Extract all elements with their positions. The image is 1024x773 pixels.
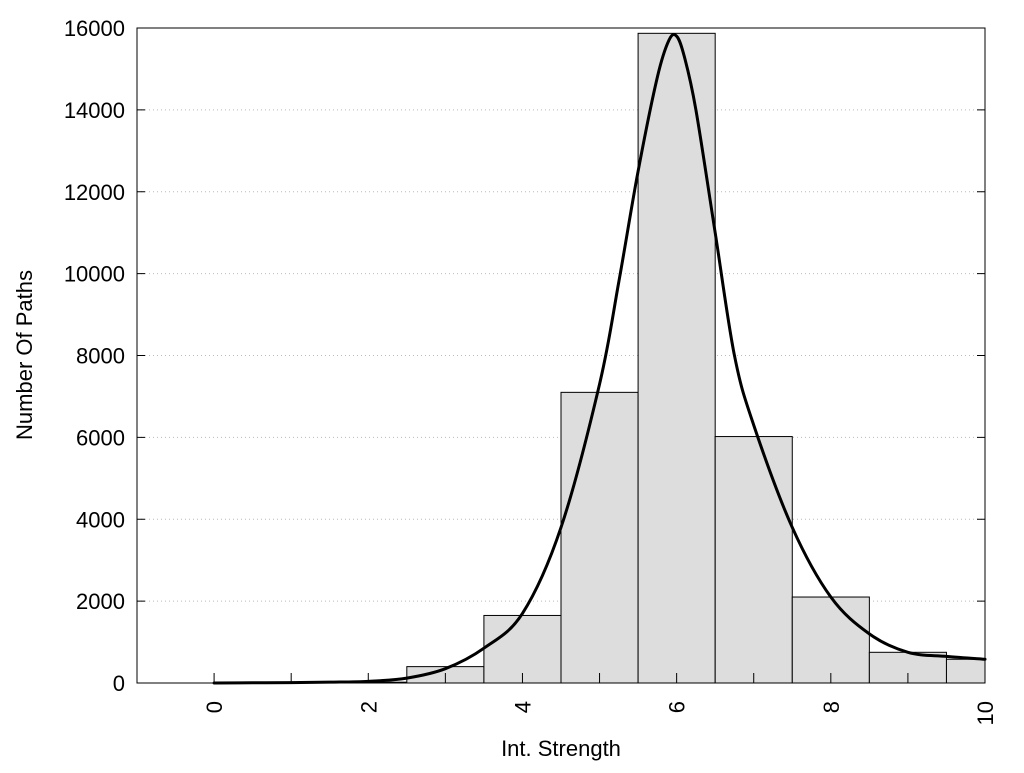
x-tick-labels: 0 2 4 6 8 10 [202,701,998,725]
x-tick-label: 6 [665,701,690,713]
y-tick-label: 16000 [64,16,125,41]
y-tick-label: 10000 [64,262,125,287]
histogram-bar [946,659,985,683]
x-axis-title: Int. Strength [501,736,621,761]
histogram-bar [715,437,792,683]
x-tick-label: 4 [510,701,535,713]
y-tick-label: 14000 [64,98,125,123]
x-tick-label: 0 [202,701,227,713]
histogram-bar [561,392,638,683]
histogram-bar [484,615,561,683]
x-tick-label: 10 [973,701,998,725]
histogram-bars [176,33,985,683]
y-tick-label: 8000 [76,344,125,369]
y-tick-label: 0 [113,671,125,696]
y-tick-labels: 0 2000 4000 6000 8000 10000 12000 14000 16000 [64,16,125,696]
y-tick-label: 6000 [76,425,125,450]
y-axis-title: Number Of Paths [12,270,37,440]
y-tick-label: 2000 [76,589,125,614]
x-tick-label: 8 [819,701,844,713]
histogram-bar [792,597,869,683]
y-tick-label: 4000 [76,507,125,532]
y-tick-label: 12000 [64,180,125,205]
histogram-bar [638,33,715,683]
x-tick-label: 2 [356,701,381,713]
